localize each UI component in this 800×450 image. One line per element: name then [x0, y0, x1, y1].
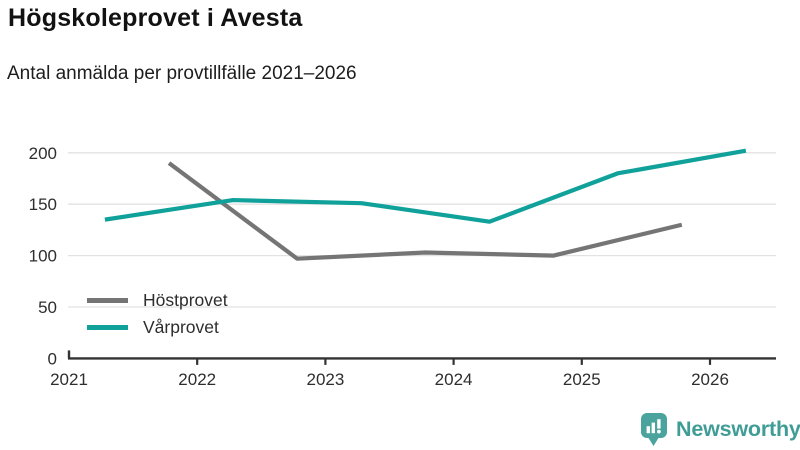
- newsworthy-logo: Newsworthy: [640, 412, 800, 447]
- page-subtitle: Antal anmälda per provtillfälle 2021–202…: [7, 63, 357, 84]
- x-tick-label-2025: 2025: [563, 370, 601, 389]
- page-title: Högskoleprovet i Avesta: [8, 4, 303, 32]
- y-tick-label-100: 100: [29, 247, 57, 266]
- x-tick-label-2021: 2021: [50, 370, 88, 389]
- y-tick-label-50: 50: [38, 298, 57, 317]
- x-tick-label-2023: 2023: [306, 370, 344, 389]
- legend-label: Vårprovet: [143, 316, 219, 337]
- newsworthy-logo-text: Newsworthy: [676, 416, 800, 441]
- legend-item-vrprovet: Vårprovet: [87, 314, 228, 341]
- legend-swatch: [87, 325, 128, 330]
- x-tick-label-2024: 2024: [435, 370, 473, 389]
- legend-swatch: [87, 298, 128, 303]
- legend-item-hstprovet: Höstprovet: [87, 287, 228, 314]
- y-tick-label-150: 150: [29, 195, 57, 214]
- y-tick-label-200: 200: [29, 144, 57, 163]
- series-line-vrprovet: [104, 148, 747, 224]
- chart-legend: Höstprovet Vårprovet: [87, 287, 228, 341]
- y-tick-label-0: 0: [48, 349, 57, 368]
- bar-chart-speech-bubble-icon: [641, 413, 667, 446]
- x-tick-label-2026: 2026: [691, 370, 729, 389]
- x-tick-label-2022: 2022: [178, 370, 216, 389]
- series-line-hstprovet: [167, 161, 683, 261]
- legend-label: Höstprovet: [143, 289, 228, 310]
